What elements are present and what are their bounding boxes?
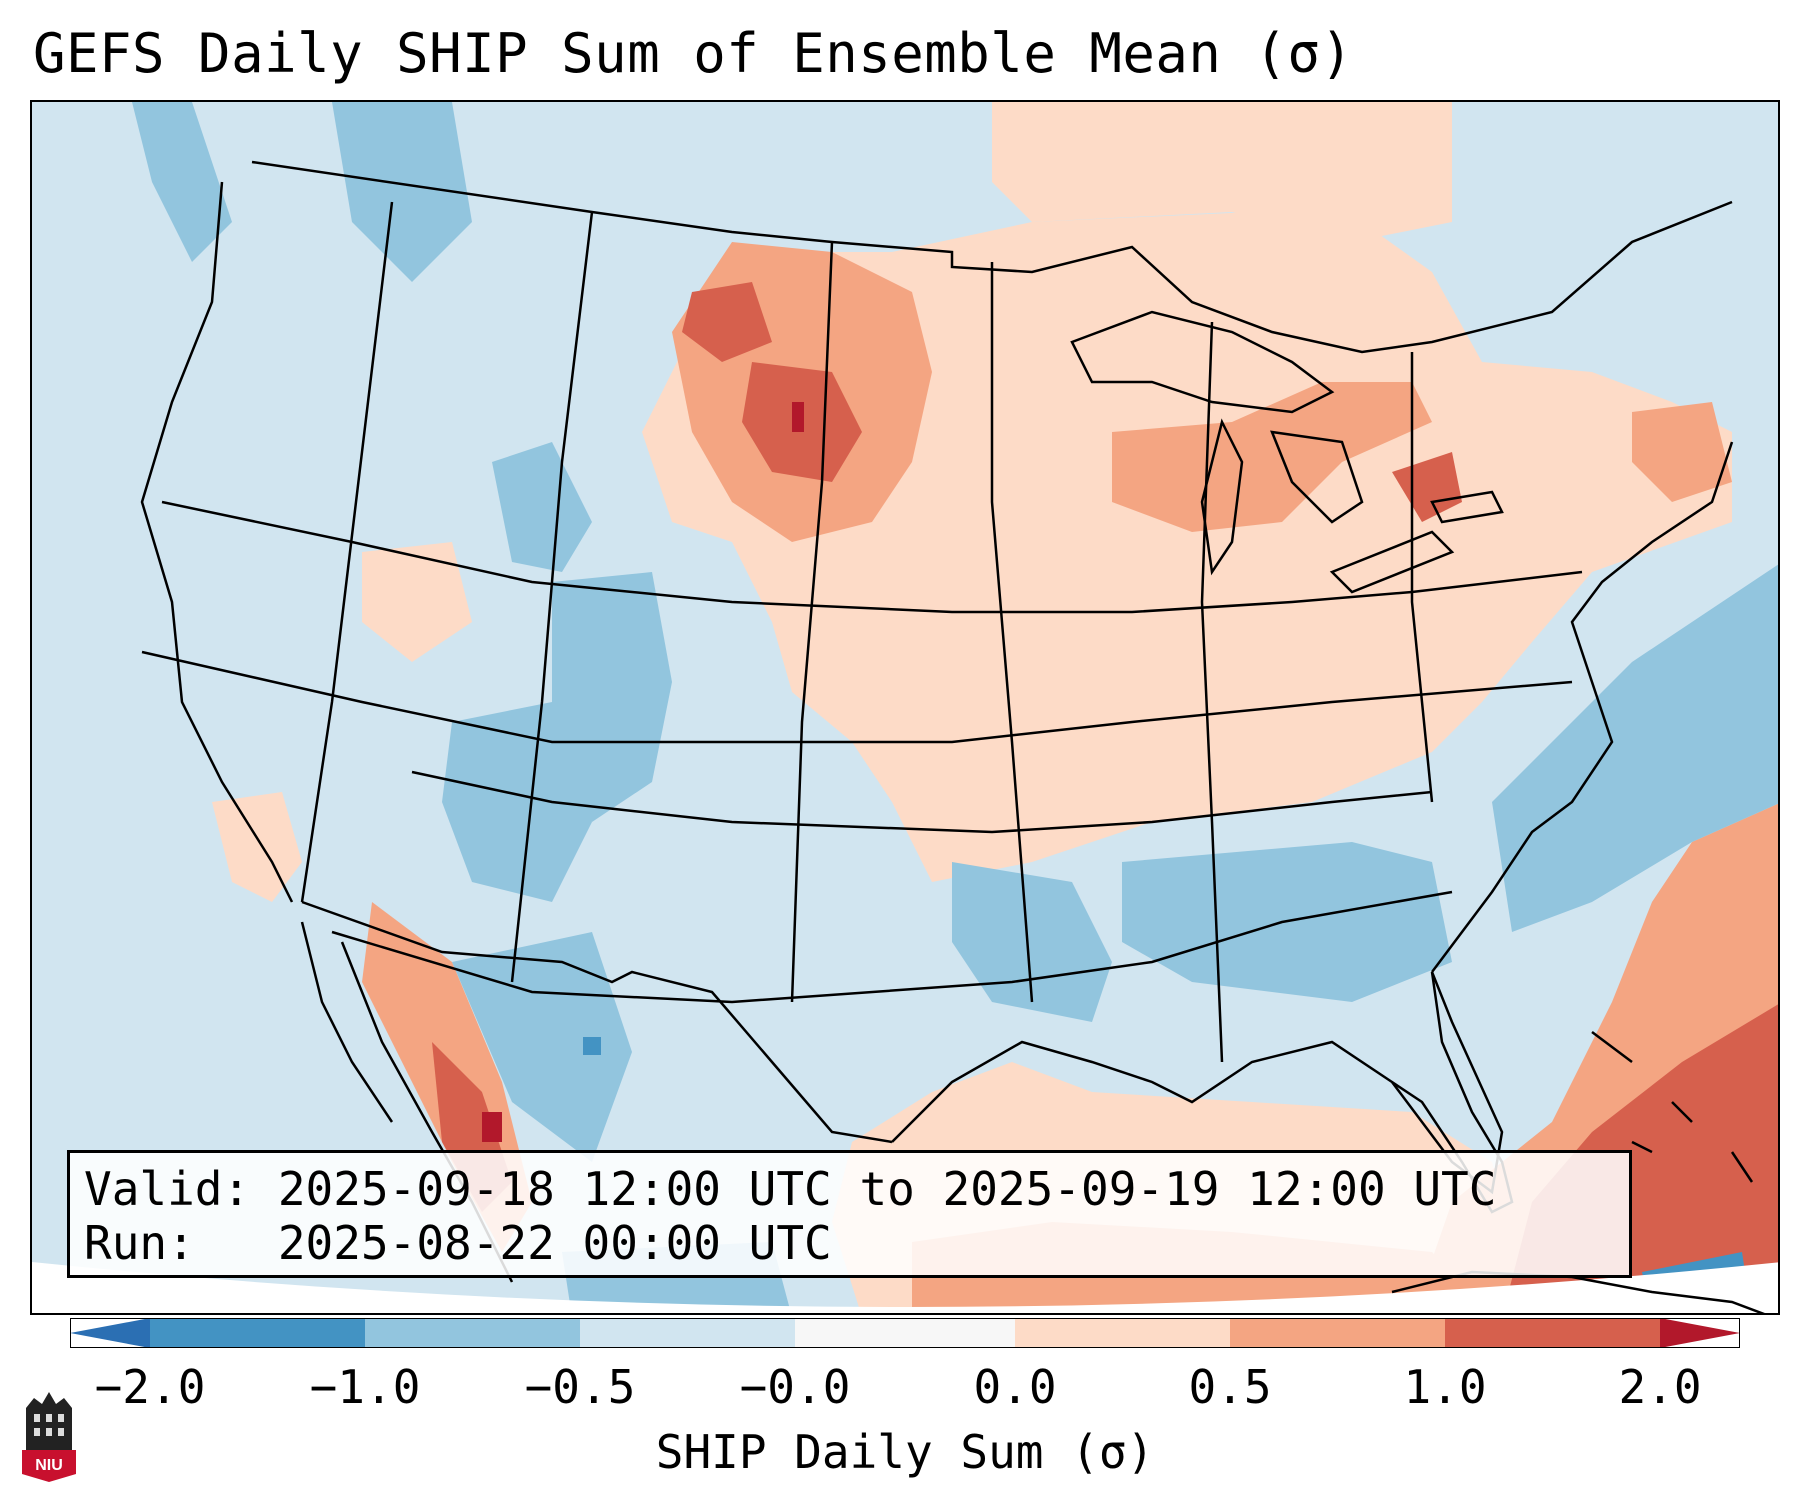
positive-anomaly-layer [212, 102, 1778, 1313]
logo-text: NIU [35, 1457, 63, 1474]
tick-label: −0.5 [524, 1360, 636, 1414]
louisiana-negative-area [952, 862, 1112, 1022]
colorbar [70, 1318, 1740, 1348]
north-dakota-core [682, 282, 772, 362]
colorbar-label: SHIP Daily Sum (σ) [655, 1425, 1155, 1479]
northwest-negative-area [132, 102, 232, 262]
lake-erie [1329, 530, 1455, 594]
map-panel [30, 100, 1780, 1315]
colorbar-extend-high [1660, 1318, 1740, 1348]
tick-label: 1.0 [1403, 1360, 1487, 1414]
state-line-g [990, 262, 1034, 1003]
chart-title: GEFS Daily SHIP Sum of Ensemble Mean (σ) [33, 22, 1354, 85]
state-line-j [300, 201, 394, 903]
tick-label: 2.0 [1618, 1360, 1702, 1414]
baja-east-coast [300, 921, 394, 1123]
run-line: Run: 2025-08-22 00:00 UTC [84, 1216, 832, 1270]
state-line-b [141, 650, 1573, 744]
logo-shield-icon [22, 1450, 76, 1482]
colorbar-bin-5 [1015, 1318, 1230, 1348]
tick-label: 0.5 [1188, 1360, 1272, 1414]
atlantic-negative-area [1492, 564, 1778, 932]
bahamas-islands [1591, 1031, 1754, 1183]
state-line-d [331, 890, 1453, 1004]
canada-positive-area [992, 102, 1452, 242]
valid-line: Valid: 2025-09-18 12:00 UTC to 2025-09-1… [84, 1162, 1497, 1216]
great-lakes-positive-area [1112, 382, 1432, 532]
us-mexico-border [301, 900, 893, 1144]
state-line-i [1410, 352, 1434, 803]
lake-huron [1270, 430, 1364, 524]
idaho-negative-area [332, 102, 472, 282]
colorbar-bin-1 [150, 1318, 365, 1348]
atlantic-coast [1431, 441, 1734, 973]
state-line-f [790, 241, 834, 1003]
state-line-e [510, 211, 594, 983]
colorado-negative-area [552, 572, 672, 822]
colorbar-bin-4 [795, 1318, 1015, 1348]
tick-label: −2.0 [94, 1360, 206, 1414]
colorbar-bin-2 [365, 1318, 580, 1348]
valid-time-box: Valid: 2025-09-18 12:00 UTC to 2025-09-1… [67, 1150, 1632, 1278]
new-england-positive-area [1632, 402, 1732, 502]
wyoming-negative-area [492, 442, 592, 572]
utah-arizona-negative-area [442, 702, 592, 902]
sierra-madre-max [482, 1112, 502, 1142]
tick-label: −0.0 [739, 1360, 851, 1414]
lake-superior [1070, 310, 1335, 414]
state-line-a [161, 500, 1583, 614]
great-basin-positive-area [362, 542, 472, 662]
lake-ontario [1430, 490, 1504, 524]
tick-label: −1.0 [309, 1360, 421, 1414]
anomaly-map [32, 102, 1778, 1313]
state-line-h [1200, 321, 1224, 1063]
south-dakota-max [792, 402, 804, 432]
colorbar-bin-3 [580, 1318, 795, 1348]
colorbar-extend-low [70, 1318, 150, 1348]
mexico-negative-max [583, 1037, 601, 1055]
projection-edge-bottom [32, 1262, 1778, 1313]
northern-mexico-negative-area [452, 932, 632, 1162]
colorbar-bin-7 [1445, 1318, 1660, 1348]
lake-michigan [1200, 418, 1244, 576]
us-canada-border [251, 160, 1733, 354]
state-line-c [411, 770, 1433, 834]
lake-ontario-core [1392, 452, 1462, 522]
west-coast [140, 181, 294, 903]
niu-logo: NIU [22, 1392, 76, 1482]
colorbar-bin-6 [1230, 1318, 1445, 1348]
gulf-coast [891, 971, 1504, 1195]
tick-label: 0.0 [973, 1360, 1057, 1414]
borders-layer [140, 160, 1765, 1313]
